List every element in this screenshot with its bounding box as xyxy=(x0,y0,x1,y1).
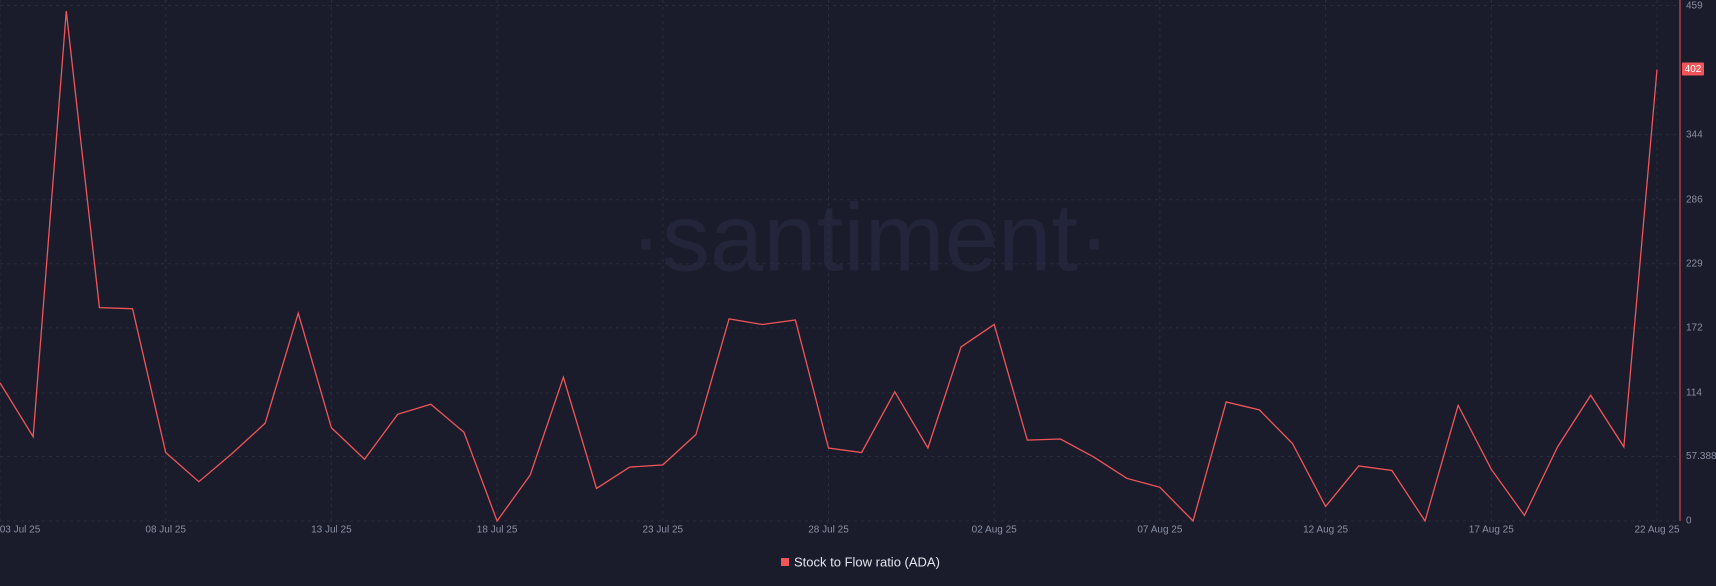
x-tick-label: 18 Jul 25 xyxy=(477,525,518,536)
x-tick-label: 08 Jul 25 xyxy=(145,525,186,536)
legend-label: Stock to Flow ratio (ADA) xyxy=(794,554,940,569)
x-tick-label: 13 Jul 25 xyxy=(311,525,352,536)
x-tick-label: 07 Aug 25 xyxy=(1137,525,1182,536)
last-value-label: 402 xyxy=(1685,64,1702,75)
y-tick-label: 57.388 xyxy=(1686,451,1716,462)
x-tick-label: 22 Aug 25 xyxy=(1634,525,1679,536)
y-tick-label: 114 xyxy=(1686,388,1702,399)
y-tick-label: 286 xyxy=(1686,194,1703,205)
x-tick-label: 17 Aug 25 xyxy=(1469,525,1514,536)
y-tick-label: 229 xyxy=(1686,258,1703,269)
x-tick-label: 23 Jul 25 xyxy=(643,525,684,536)
last-value-box xyxy=(1682,62,1704,76)
y-tick-label: 459 xyxy=(1686,1,1703,12)
y-tick-label: 0 xyxy=(1686,516,1692,527)
x-tick-label: 28 Jul 25 xyxy=(808,525,849,536)
watermark: ·santiment· xyxy=(630,184,1110,291)
x-tick-label: 02 Aug 25 xyxy=(972,525,1017,536)
line-series xyxy=(0,11,1658,523)
legend-swatch xyxy=(781,558,789,566)
y-tick-label: 344 xyxy=(1686,129,1703,140)
x-tick-label: 12 Aug 25 xyxy=(1303,525,1348,536)
y-tick-label: 172 xyxy=(1686,322,1703,333)
x-tick-label: 03 Jul 25 xyxy=(0,525,41,536)
